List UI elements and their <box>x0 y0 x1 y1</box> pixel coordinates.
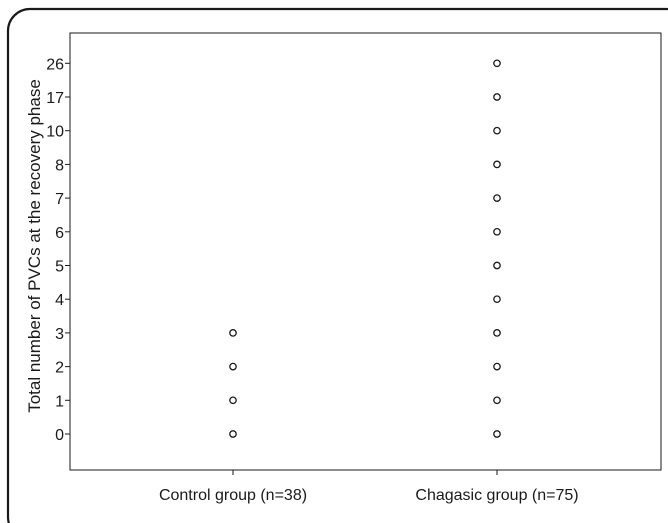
y-tick-label: 4 <box>55 292 64 309</box>
data-point <box>493 362 501 371</box>
data-point <box>493 194 501 202</box>
data-point <box>229 362 237 371</box>
x-tick-label: Chagasic group (n=75) <box>415 487 578 504</box>
y-tick-label: 7 <box>55 191 64 208</box>
y-axis-ticks: 0 1 2 3 4 5 6 7 8 10 17 26 <box>46 56 70 444</box>
rounded-border <box>6 7 668 523</box>
y-tick-label: 3 <box>55 326 64 343</box>
y-tick-label: 1 <box>55 393 64 410</box>
y-tick-label: 26 <box>46 56 64 73</box>
y-tick-label: 6 <box>55 225 64 242</box>
x-axis-ticks: Control group (n=38) Chagasic group (n=75… <box>159 470 579 504</box>
data-point <box>493 295 501 304</box>
y-tick-label: 10 <box>46 124 64 141</box>
y-tick-label: 8 <box>55 157 64 174</box>
data-point <box>493 93 501 101</box>
data-point <box>493 59 501 68</box>
data-point <box>493 430 501 438</box>
plot-area <box>69 32 662 471</box>
data-point <box>493 261 501 270</box>
y-axis-label: Total number of PVCs at the recovery pha… <box>25 79 44 413</box>
data-point <box>493 160 501 169</box>
data-point <box>493 329 501 337</box>
data-point <box>229 396 237 405</box>
data-point <box>493 396 501 405</box>
data-point <box>229 329 237 337</box>
data-point <box>493 227 501 236</box>
y-tick-label: 2 <box>55 360 64 377</box>
x-tick-label: Control group (n=38) <box>159 487 307 504</box>
data-point <box>229 430 237 438</box>
data-points <box>229 59 501 438</box>
data-point <box>493 126 501 135</box>
y-tick-label: 17 <box>46 90 64 107</box>
y-tick-label: 5 <box>55 259 64 276</box>
y-tick-label: 0 <box>55 427 64 444</box>
